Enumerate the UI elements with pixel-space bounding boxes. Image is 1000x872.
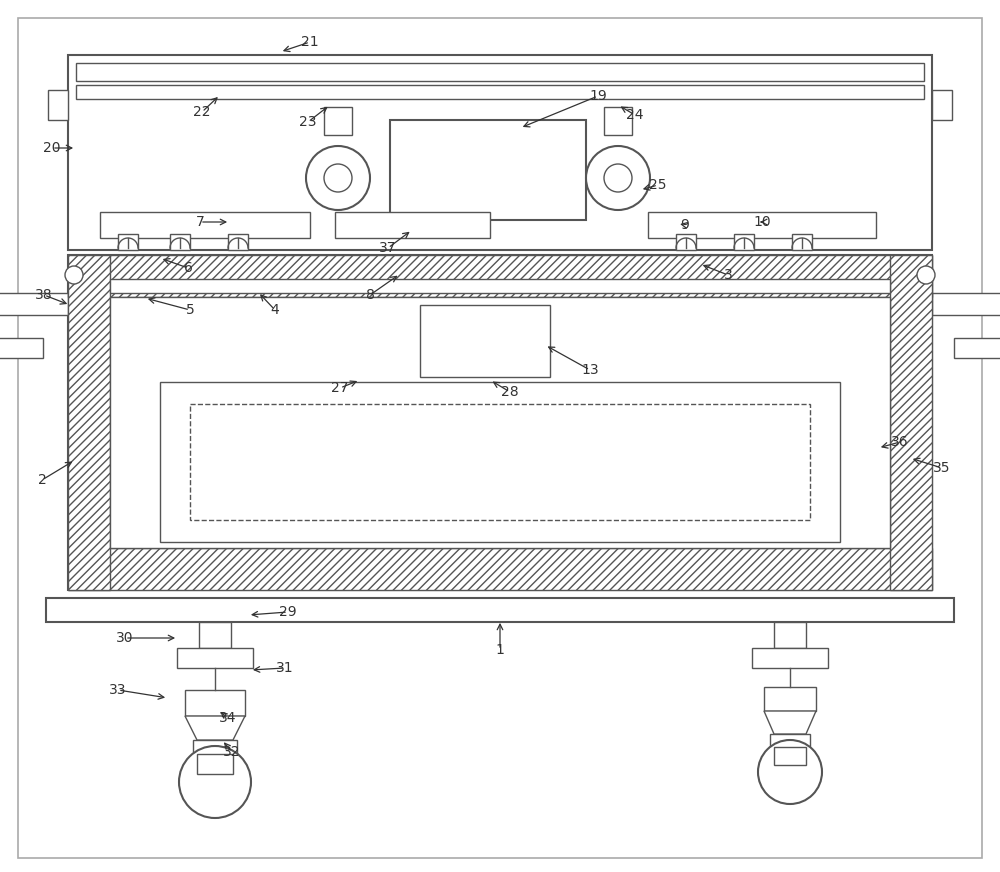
Text: 27: 27: [331, 381, 349, 395]
Text: 31: 31: [276, 661, 294, 675]
Circle shape: [65, 266, 83, 284]
Bar: [764, 687, 816, 711]
Text: 20: 20: [43, 141, 61, 155]
Bar: [68, 255, 110, 590]
Text: 13: 13: [581, 363, 599, 377]
Bar: [170, 234, 190, 250]
Bar: [228, 234, 248, 250]
Text: 24: 24: [626, 108, 644, 122]
Bar: [774, 622, 806, 648]
Bar: [420, 305, 550, 377]
Text: 29: 29: [279, 605, 297, 619]
Text: 23: 23: [299, 115, 317, 129]
Text: 36: 36: [891, 435, 909, 449]
Circle shape: [324, 164, 352, 192]
Bar: [390, 120, 586, 220]
Text: 21: 21: [301, 35, 319, 49]
Text: 5: 5: [186, 303, 194, 317]
Bar: [68, 255, 932, 590]
Text: 25: 25: [649, 178, 667, 192]
Text: 6: 6: [184, 261, 192, 275]
Text: 32: 32: [223, 745, 241, 759]
Bar: [160, 382, 840, 542]
Bar: [932, 293, 1000, 315]
Text: 7: 7: [196, 215, 204, 229]
Bar: [185, 690, 245, 716]
Bar: [0, 293, 68, 315]
Text: 19: 19: [589, 89, 607, 103]
Bar: [76, 85, 924, 99]
Text: 33: 33: [109, 683, 127, 697]
Text: 10: 10: [753, 215, 771, 229]
Text: 1: 1: [496, 643, 504, 657]
Circle shape: [917, 266, 935, 284]
Bar: [68, 55, 932, 250]
Bar: [324, 107, 352, 135]
Bar: [68, 548, 932, 590]
Bar: [676, 234, 696, 250]
Bar: [199, 622, 231, 648]
Text: 8: 8: [366, 288, 374, 302]
Bar: [0, 338, 43, 358]
Text: 37: 37: [379, 241, 397, 255]
Bar: [792, 234, 812, 250]
Circle shape: [586, 146, 650, 210]
Circle shape: [604, 164, 632, 192]
Text: 38: 38: [35, 288, 53, 302]
Bar: [932, 90, 952, 120]
Bar: [48, 90, 68, 120]
Text: 9: 9: [681, 218, 689, 232]
Bar: [193, 740, 237, 754]
Text: 35: 35: [933, 461, 951, 475]
Text: 34: 34: [219, 711, 237, 725]
Text: 2: 2: [38, 473, 46, 487]
Text: 30: 30: [116, 631, 134, 645]
Bar: [890, 255, 932, 590]
Bar: [752, 648, 828, 668]
Bar: [648, 212, 876, 238]
Circle shape: [306, 146, 370, 210]
Bar: [604, 107, 632, 135]
Bar: [110, 279, 890, 293]
Text: 22: 22: [193, 105, 211, 119]
Polygon shape: [185, 716, 245, 740]
Bar: [68, 255, 932, 297]
Bar: [76, 63, 924, 81]
Text: 3: 3: [724, 268, 732, 282]
Bar: [335, 212, 490, 238]
Bar: [197, 754, 233, 774]
Text: 4: 4: [271, 303, 279, 317]
Bar: [774, 747, 806, 765]
Bar: [46, 598, 954, 622]
Bar: [110, 297, 890, 548]
Bar: [190, 404, 810, 520]
Bar: [734, 234, 754, 250]
Circle shape: [179, 746, 251, 818]
Polygon shape: [764, 711, 816, 734]
Circle shape: [758, 740, 822, 804]
Bar: [954, 338, 1000, 358]
Bar: [100, 212, 310, 238]
Bar: [118, 234, 138, 250]
Bar: [177, 648, 253, 668]
Bar: [770, 734, 810, 746]
Text: 28: 28: [501, 385, 519, 399]
